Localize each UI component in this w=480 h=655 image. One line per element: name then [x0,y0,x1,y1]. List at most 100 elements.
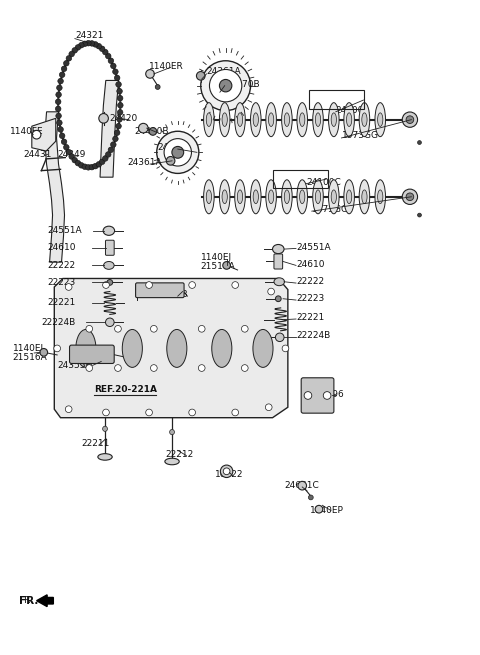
Circle shape [106,152,111,157]
Circle shape [86,326,93,332]
Ellipse shape [204,103,214,137]
Text: 22223: 22223 [296,294,324,303]
Circle shape [66,56,72,61]
Circle shape [58,126,63,132]
Circle shape [56,92,61,98]
Circle shape [54,345,60,352]
Circle shape [223,468,230,475]
Text: 1140ER: 1140ER [149,62,184,71]
Text: 24651C: 24651C [285,481,319,490]
Text: FR.: FR. [19,596,33,605]
Ellipse shape [347,113,352,126]
Circle shape [72,157,77,163]
Text: 21516A: 21516A [201,262,236,271]
Text: 13396: 13396 [316,390,344,399]
Circle shape [117,117,122,122]
Circle shape [61,139,67,145]
Text: 22223: 22223 [48,278,76,287]
Ellipse shape [328,103,339,137]
Ellipse shape [276,333,284,341]
Text: 24375B: 24375B [153,290,188,299]
Text: 24349: 24349 [57,150,85,159]
Circle shape [157,131,199,174]
Ellipse shape [362,190,367,204]
Ellipse shape [251,103,261,137]
Ellipse shape [204,179,214,214]
Circle shape [110,141,116,147]
Circle shape [151,326,157,332]
Ellipse shape [235,179,245,214]
Text: 24551A: 24551A [48,226,82,235]
Circle shape [113,136,118,141]
Circle shape [156,84,160,89]
Ellipse shape [222,190,228,204]
Ellipse shape [328,179,339,214]
Circle shape [323,392,331,400]
Text: 1140EJ: 1140EJ [201,253,232,262]
Ellipse shape [315,113,321,126]
Ellipse shape [313,103,323,137]
Circle shape [146,409,153,416]
Circle shape [201,61,251,111]
Circle shape [89,164,95,170]
Circle shape [57,85,62,90]
Circle shape [72,48,77,53]
Ellipse shape [268,190,274,204]
Circle shape [99,46,105,52]
Circle shape [146,69,155,78]
Polygon shape [32,119,56,151]
Ellipse shape [238,190,242,204]
Circle shape [117,109,123,115]
Circle shape [57,120,62,126]
Ellipse shape [297,179,308,214]
Circle shape [55,106,61,111]
Circle shape [99,159,105,164]
Ellipse shape [76,329,96,367]
Polygon shape [45,112,64,262]
Circle shape [61,66,67,71]
Circle shape [75,160,81,166]
Ellipse shape [284,113,289,126]
Ellipse shape [169,430,174,435]
Ellipse shape [238,113,242,126]
Circle shape [40,348,48,356]
Text: 22212: 22212 [166,450,194,458]
FancyBboxPatch shape [274,254,283,269]
Ellipse shape [300,113,305,126]
Text: 1573GG: 1573GG [312,206,349,214]
Circle shape [65,406,72,413]
Circle shape [56,113,61,119]
Ellipse shape [378,113,383,126]
Ellipse shape [219,179,230,214]
Circle shape [75,45,81,50]
Ellipse shape [268,113,274,126]
Text: 22222: 22222 [48,261,76,270]
Text: 24100C: 24100C [306,178,341,187]
Ellipse shape [313,179,323,214]
Text: 24610: 24610 [48,243,76,252]
Circle shape [198,365,205,371]
Circle shape [93,163,98,169]
Circle shape [209,69,242,102]
Circle shape [315,506,323,513]
Circle shape [166,157,175,165]
Circle shape [114,130,120,136]
Ellipse shape [344,179,354,214]
Circle shape [69,154,74,159]
Ellipse shape [235,103,245,137]
Ellipse shape [331,190,336,204]
Text: 22211: 22211 [81,440,109,448]
Circle shape [418,213,421,217]
Circle shape [82,41,88,47]
Ellipse shape [315,190,321,204]
Text: 24551A: 24551A [296,242,331,252]
Text: 24370B: 24370B [226,80,260,89]
Circle shape [107,280,113,286]
Ellipse shape [103,426,108,432]
Circle shape [114,75,120,81]
Circle shape [418,141,421,145]
Text: 10522: 10522 [215,470,243,479]
Circle shape [89,41,95,47]
Circle shape [113,69,118,75]
Circle shape [198,326,205,332]
